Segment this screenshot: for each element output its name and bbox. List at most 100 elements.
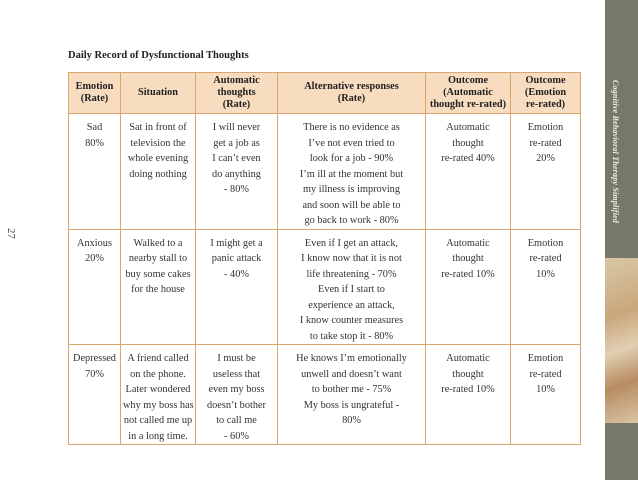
cell-line: Depressed (73, 353, 116, 364)
cell-line: - 40% (224, 268, 249, 280)
cell-line: re-rated 10% (441, 384, 495, 395)
cell-line: doesn’t bother (206, 399, 266, 411)
cell-line: doing nothing (129, 168, 187, 180)
cell-line: 70% (85, 368, 104, 380)
header-cell: Situation (120, 72, 196, 114)
cell-line: 80% (342, 415, 361, 426)
table-title: Daily Record of Dysfunctional Thoughts (68, 50, 249, 61)
cell-line: 10% (536, 268, 555, 280)
cell-line: Even if I start to (318, 284, 385, 295)
table-cell: Automatic thought re-rated 10% (425, 344, 511, 445)
header-cell: Outcome (Automatic thought re-rated) (425, 72, 511, 114)
table-cell: He knows I’m emotionally unwell and doesn… (277, 344, 426, 445)
cell-line: to bother me - 75% (311, 384, 392, 395)
cell-line: and soon will be able to (302, 199, 401, 211)
cell-line: to take stop it - 80% (309, 330, 394, 342)
cell-line: my illness is improving (303, 184, 400, 195)
table-cell: Automatic thought re-rated 10% (425, 228, 511, 345)
table-cell: Depressed 70% (68, 344, 121, 445)
cell-line: in a long time. (128, 430, 188, 442)
cell-line: Walked to a (133, 237, 183, 249)
table-cell: Emotion re-rated 10% (510, 344, 581, 445)
page-number: 27 (5, 228, 17, 239)
table-cell: Sat in front of television the whole eveni… (120, 113, 196, 230)
table-row: Anxious 20% Walked to a nearby stall to buy … (68, 228, 581, 345)
header-line: Alternative responses (304, 81, 399, 92)
header-line: (Rate) (337, 93, 366, 104)
table-cell: Emotion re-rated 10% (510, 228, 581, 345)
header-line: (Rate) (222, 99, 251, 110)
cell-line: whole evening (127, 153, 189, 164)
cell-line: I’ve not even tried to (308, 137, 395, 149)
cell-line: experience an attack, (308, 299, 395, 311)
cell-line: do anything (212, 168, 261, 180)
cell-line: television the (130, 137, 186, 149)
cell-line: Sad (86, 122, 103, 133)
cell-line: 10% (536, 384, 555, 395)
table-cell: I might get a panic attack - 40% (195, 228, 278, 345)
cell-line: Even if I get an attack, (304, 237, 399, 249)
cell-line: even my boss (208, 384, 265, 395)
cell-line: get a job as (213, 137, 260, 149)
table-cell: I must be useless that even my boss doesn’t… (195, 344, 278, 445)
side-image (605, 258, 638, 423)
cell-line: life threatening - 70% (306, 268, 397, 280)
table-row: Depressed 70% A friend called on the phone.… (68, 344, 581, 445)
cell-line: nearby stall to (128, 253, 188, 264)
cell-line: for the house (131, 284, 185, 295)
side-title: Cognitive Behavioral Therapy Simplified (611, 80, 620, 224)
cell-line: thought (452, 368, 484, 380)
cell-line: I might get a (210, 237, 263, 249)
cell-line: There is no evidence as (303, 122, 400, 133)
table-cell: I will never get a job as I can’t even do a… (195, 113, 278, 230)
cell-line: - 60% (224, 430, 249, 442)
cell-line: thought (452, 137, 484, 149)
cell-line: I must be (217, 353, 256, 364)
cell-line: 20% (536, 153, 555, 164)
cell-line: Automatic (446, 353, 490, 364)
table-cell: There is no evidence as I’ve not even tri… (277, 113, 426, 230)
header-line: (Emotion (524, 87, 567, 98)
header-line: thought re-rated) (429, 99, 507, 110)
cell-line: not called me up (123, 415, 193, 426)
header-cell: Alternative responses (Rate) (277, 72, 426, 114)
cell-line: Sat in front of (129, 122, 187, 133)
header-line: Outcome (525, 75, 566, 86)
table-row: Sad 80% Sat in front of television the whole… (68, 113, 581, 230)
cell-line: buy some cakes (125, 268, 191, 280)
header-cell: Emotion (Rate) (68, 72, 121, 114)
cell-line: I know now that it is not (301, 253, 402, 264)
cell-line: Anxious (77, 237, 112, 249)
cell-line: go back to work - 80% (304, 215, 399, 226)
header-cell: Outcome (Emotion re-rated) (510, 72, 581, 114)
cell-line: He knows I’m emotionally (296, 353, 407, 364)
cell-line: I know counter measures (299, 315, 404, 326)
cell-line: look for a job - 90% (309, 153, 394, 164)
table-cell: A friend called on the phone. Later wonder… (120, 344, 196, 445)
cell-line: I will never (212, 122, 261, 133)
header-row: Emotion (Rate) Situation Automatic thoughts(… (68, 72, 581, 114)
record-table: Emotion (Rate) Situation Automatic thoughts(… (68, 72, 581, 445)
cell-line: I can’t even (212, 153, 261, 164)
cell-line: Automatic (446, 122, 490, 133)
cell-line: re-rated 10% (441, 268, 495, 280)
cell-line: Emotion (527, 122, 564, 133)
cell-line: re-rated (529, 368, 562, 380)
cell-line: I’m ill at the moment but (299, 168, 404, 180)
header-line: (Automatic (443, 87, 493, 98)
cell-line: re-rated (529, 137, 562, 149)
cell-line: useless that (212, 368, 261, 380)
header-line: thoughts (217, 87, 256, 98)
header-line: Outcome (447, 75, 489, 86)
cell-line: A friend called (127, 353, 189, 364)
table-cell: Automatic thought re-rated 40% (425, 113, 511, 230)
cell-line: 80% (85, 137, 104, 149)
cell-line: Emotion (527, 353, 564, 364)
header-line: Automatic (213, 75, 260, 86)
cell-line: Automatic (446, 237, 490, 249)
cell-line: why my boss has (123, 399, 194, 411)
table-cell: Anxious 20% (68, 228, 121, 345)
header-cell: Automatic thoughts (Rate) (195, 72, 278, 114)
cell-line: - 80% (224, 184, 249, 195)
